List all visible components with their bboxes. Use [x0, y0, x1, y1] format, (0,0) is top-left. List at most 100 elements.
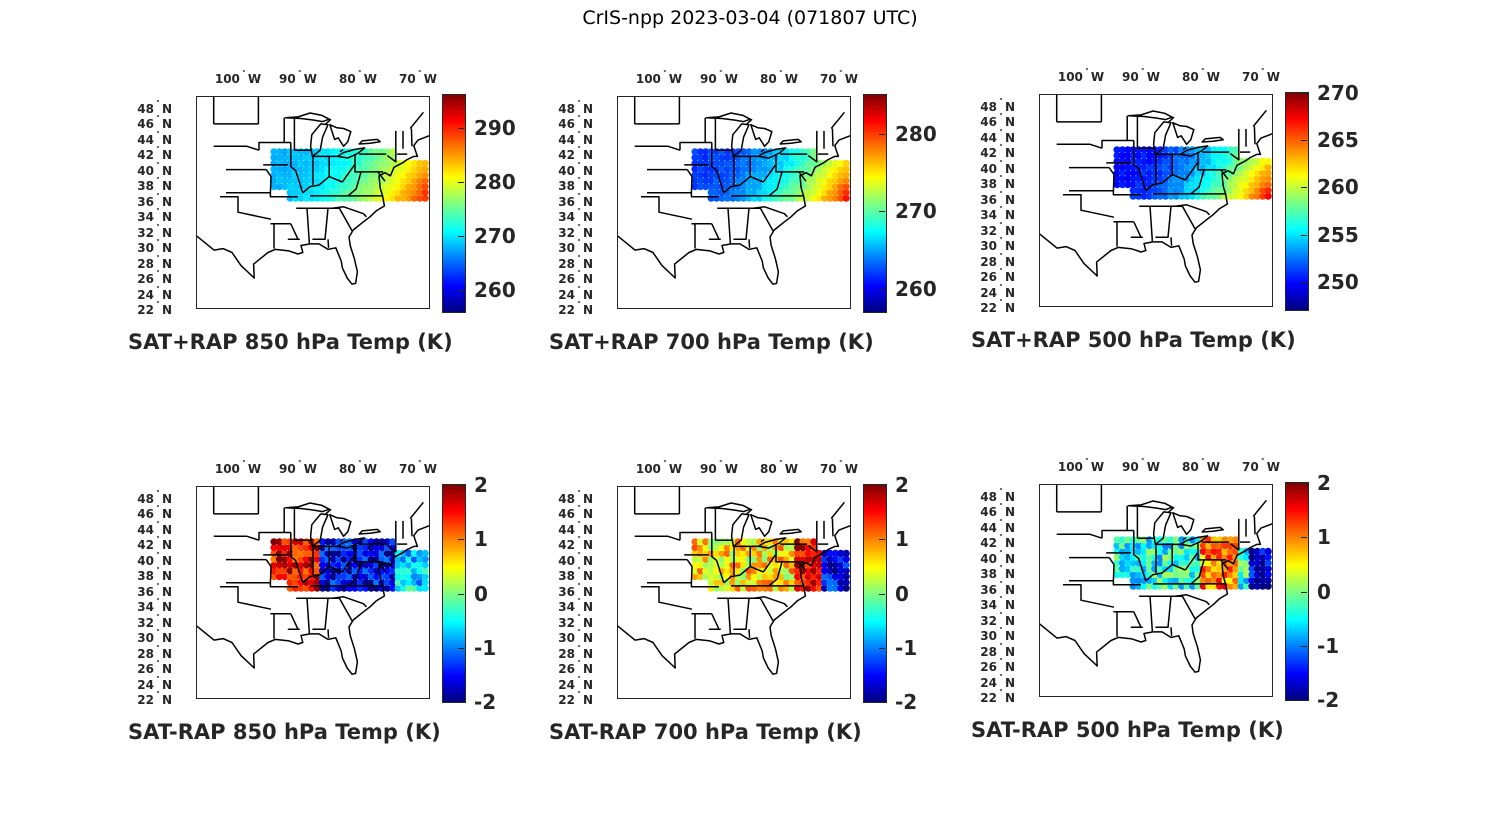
- swath-pixel: [1189, 571, 1197, 579]
- swath-pixel: [421, 165, 429, 173]
- state-line: [759, 597, 774, 622]
- swath-pixel: [1205, 186, 1213, 194]
- degree-symbol: ˚: [576, 99, 581, 109]
- lat-tick-label: 22 ˚ N: [549, 301, 593, 317]
- lon-tick-hemisphere: W: [1206, 460, 1220, 474]
- swath-pixel: [799, 544, 807, 552]
- swath-pixel: [383, 194, 391, 202]
- swath-pixel: [740, 183, 748, 191]
- state-line: [753, 206, 788, 218]
- swath-pixel: [1172, 181, 1180, 189]
- swath-pixel: [1259, 553, 1267, 561]
- swath-pixel: [815, 188, 823, 196]
- state-line: [1197, 542, 1227, 561]
- swath-pixel: [356, 165, 364, 173]
- lat-tick-hemisphere: N: [161, 491, 172, 506]
- figure-title: CrIS-npp 2023-03-04 (071807 UTC): [582, 7, 918, 29]
- lat-tick-value: 34: [980, 598, 997, 613]
- swath-pixel: [1248, 565, 1256, 573]
- swath-pixel: [378, 154, 386, 162]
- swath-pixel: [378, 555, 386, 563]
- colorbar-tick-label: 1: [1317, 525, 1331, 550]
- swath-pixel: [696, 165, 704, 173]
- great-lake-outline: [1201, 526, 1224, 533]
- swath-pixel: [702, 154, 710, 162]
- lon-tick-hemisphere: W: [1090, 70, 1105, 84]
- swath-pixel: [373, 183, 381, 191]
- degree-symbol: ˚: [155, 613, 160, 623]
- swath-pixel: [292, 555, 300, 563]
- colorbar-tick-mark: [879, 539, 885, 541]
- swath-pixel: [356, 555, 364, 563]
- swath-pixel: [761, 177, 769, 185]
- state-line: [679, 141, 712, 151]
- colorbar-tick-label: 260: [895, 276, 937, 301]
- swath-pixel: [362, 177, 370, 185]
- lat-tick-value: 34: [980, 208, 997, 223]
- lat-tick-hemisphere: N: [161, 148, 172, 163]
- swath-pixel: [837, 171, 845, 179]
- degree-symbol: ˚: [576, 130, 581, 140]
- swath-pixel: [1199, 186, 1207, 194]
- lat-tick-label: 46 ˚ N: [971, 113, 1015, 129]
- state-line: [798, 561, 807, 572]
- swath-pixel: [772, 561, 780, 569]
- swath-pixel: [1243, 192, 1251, 200]
- lon-tick-value: 70: [1242, 70, 1259, 84]
- swath-pixel: [702, 544, 710, 552]
- colorbar-tick-label: 1: [895, 527, 909, 552]
- swath-pixel: [400, 561, 408, 569]
- map-canvas: [1039, 484, 1273, 697]
- swath-pixel: [810, 188, 818, 196]
- swath-pixel: [302, 154, 310, 162]
- lat-tick-value: 24: [980, 285, 997, 300]
- swath-pixel: [1156, 157, 1164, 165]
- swath-pixel: [1129, 169, 1137, 177]
- lat-tick-value: 30: [558, 631, 575, 646]
- swath-pixel: [270, 183, 278, 191]
- swath-pixel: [367, 555, 375, 563]
- state-line: [1190, 169, 1205, 195]
- swath-pixel: [405, 555, 413, 563]
- swath-pixel: [1140, 152, 1148, 160]
- lat-tick-value: 32: [980, 223, 997, 238]
- state-line: [798, 171, 807, 182]
- swath-pixel: [740, 171, 748, 179]
- lat-tick-label: 34 ˚ N: [971, 596, 1015, 612]
- swath-pixel: [831, 578, 839, 586]
- swath-pixel: [837, 159, 845, 167]
- lat-tick-hemisphere: N: [161, 256, 172, 271]
- swath-pixel: [804, 567, 812, 575]
- swath-pixel: [362, 561, 370, 569]
- swath-pixel: [1145, 192, 1153, 200]
- swath-pixel: [723, 544, 731, 552]
- swath-pixel: [281, 567, 289, 575]
- lat-tick-label: 36 ˚ N: [971, 191, 1015, 207]
- swath-pixel: [1118, 152, 1126, 160]
- swath-pixel: [421, 578, 429, 586]
- lon-tick-value: 80: [1182, 460, 1199, 474]
- swath-pixel: [351, 171, 359, 179]
- swath-pixel: [821, 171, 829, 179]
- state-line: [768, 561, 783, 587]
- swath-pixel: [1216, 553, 1224, 561]
- swath-pixel: [1216, 175, 1224, 183]
- state-line: [634, 535, 681, 541]
- state-line: [327, 239, 330, 248]
- map-frame: [617, 96, 851, 309]
- state-line: [748, 629, 751, 638]
- great-lake-outline: [705, 112, 751, 123]
- lat-tick-value: 32: [137, 615, 154, 630]
- lat-tick-label: 46 ˚ N: [128, 505, 172, 521]
- degree-symbol: ˚: [998, 534, 1003, 544]
- swath-pixel: [356, 188, 364, 196]
- swath-pixel: [1124, 571, 1132, 579]
- swath-pixel: [788, 544, 796, 552]
- swath-pixel: [718, 194, 726, 202]
- swath-pixel: [734, 171, 742, 179]
- swath-pixel: [707, 578, 715, 586]
- great-lake-outline: [779, 528, 802, 535]
- swath-pixel: [346, 573, 354, 581]
- swath-pixel: [1167, 181, 1175, 189]
- swath-pixel: [1259, 559, 1267, 567]
